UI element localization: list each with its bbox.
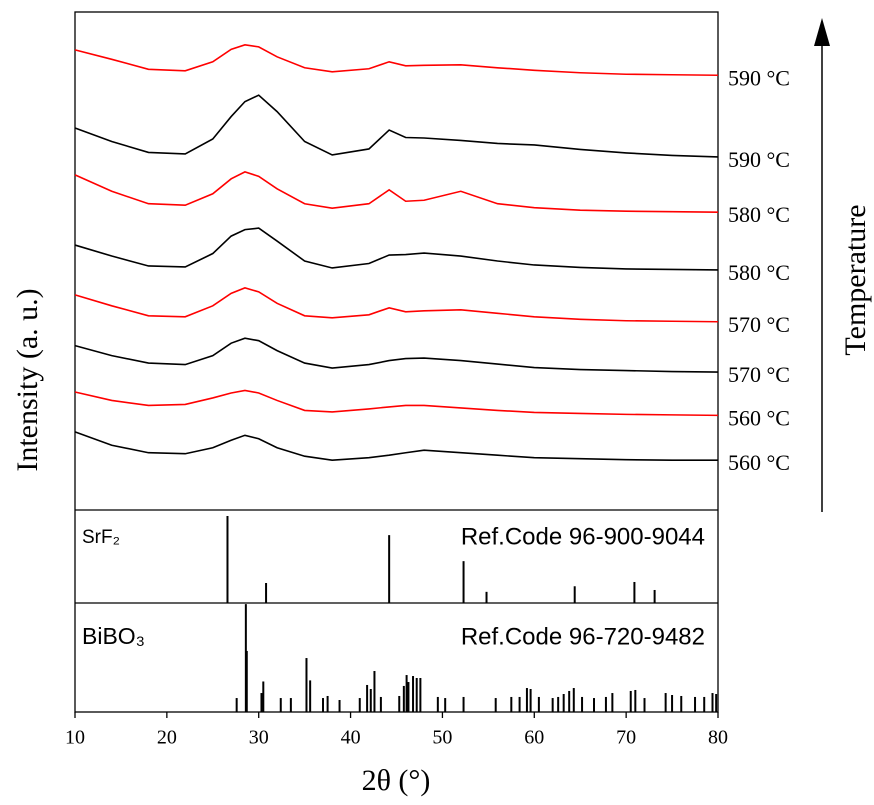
x-tick-label: 30 [249, 727, 269, 749]
x-tick-label: 80 [708, 727, 728, 749]
arrow-head [814, 18, 830, 46]
series-label: 590 °C [728, 147, 790, 172]
data-line [74, 170, 719, 213]
series-label: 570 °C [728, 312, 790, 337]
data-line [74, 389, 719, 417]
data-line [74, 44, 719, 77]
reference-label: BiBO₃ [82, 623, 145, 649]
series-label: 560 °C [728, 405, 790, 430]
x-tick-label: 20 [157, 727, 177, 749]
reference-label: SrF₂ [82, 527, 120, 548]
series-label: 560 °C [728, 450, 790, 475]
reference-code: Ref.Code 96-900-9044 [461, 523, 705, 550]
data-line [74, 94, 719, 158]
series-label: 580 °C [728, 260, 790, 285]
x-axis-label: 2θ (°) [362, 764, 431, 797]
x-tick-label: 50 [432, 727, 452, 749]
series-label: 570 °C [728, 362, 790, 387]
data-line [74, 287, 719, 323]
plot-frame [74, 11, 719, 713]
reference-code: Ref.Code 96-720-9482 [461, 623, 705, 650]
x-tick-label: 10 [65, 727, 85, 749]
x-tick-label: 70 [616, 727, 636, 749]
series-label: 580 °C [728, 202, 790, 227]
x-tick-label: 60 [524, 727, 544, 749]
series-label: 590 °C [728, 65, 790, 90]
x-tick-label: 40 [341, 727, 361, 749]
data-line [74, 431, 718, 462]
data-line [74, 227, 719, 271]
annotation: Temperature [839, 204, 872, 355]
y-axis-label: Intensity (a. u.) [11, 288, 44, 471]
data-line [74, 337, 719, 373]
